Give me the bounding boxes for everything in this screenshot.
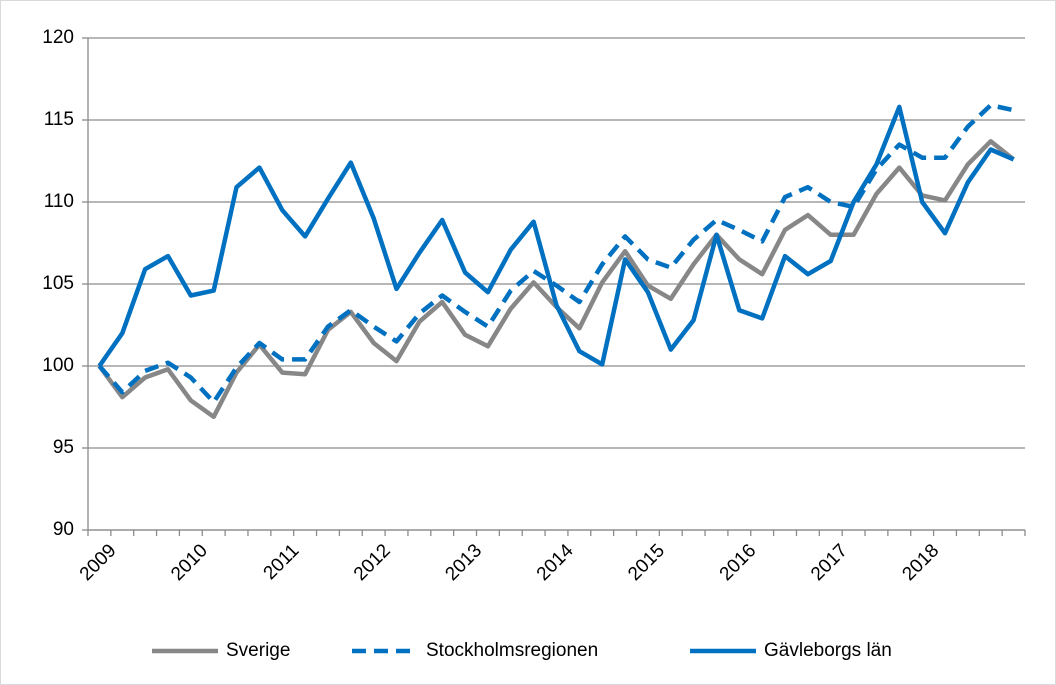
y-tick-label: 90 xyxy=(53,519,74,540)
series-line xyxy=(97,102,1015,405)
y-tick-label: 120 xyxy=(42,27,74,48)
legend-label: Sverige xyxy=(226,640,290,661)
y-tick-label: 95 xyxy=(53,437,74,458)
y-tick-label: 100 xyxy=(42,355,74,376)
series-line xyxy=(97,104,1015,368)
y-tick-label: 110 xyxy=(44,191,74,212)
legend-label: Gävleborgs län xyxy=(764,640,892,661)
y-tick-label: 115 xyxy=(44,109,74,130)
legend-label: Stockholmsregionen xyxy=(426,640,598,661)
y-tick-label: 105 xyxy=(42,273,74,294)
